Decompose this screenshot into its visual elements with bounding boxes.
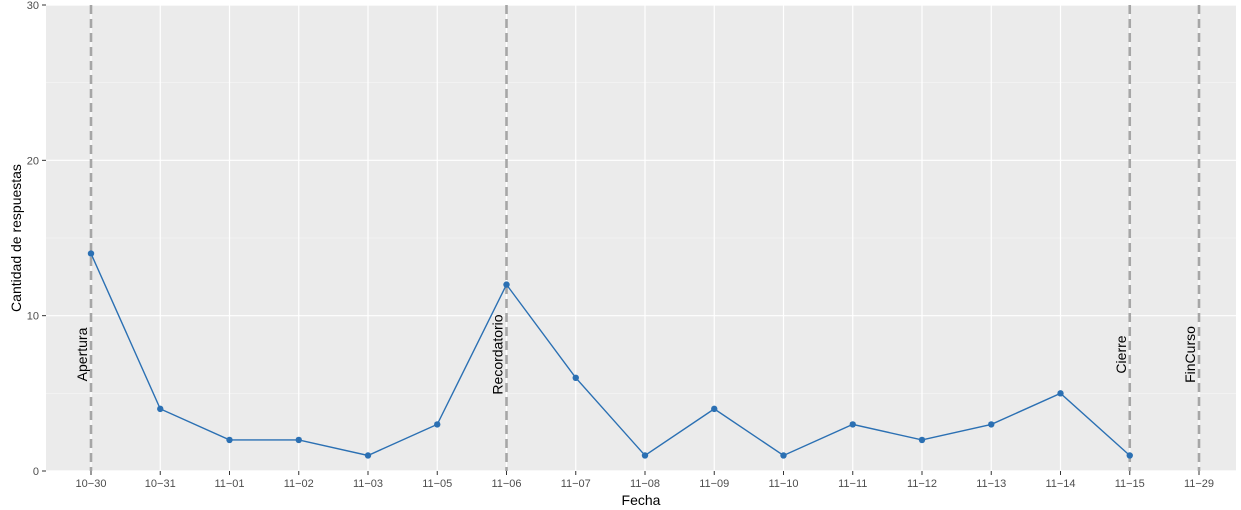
x-tick-label: 11−11	[838, 478, 867, 490]
data-point	[641, 452, 649, 459]
data-point	[711, 405, 718, 413]
event-label: Cierre	[1113, 335, 1129, 373]
event-label: Recordatorio	[490, 314, 506, 394]
x-tick-label: 11−10	[768, 478, 798, 490]
minor-gridlines	[46, 82, 1236, 394]
event-label: FinCurso	[1182, 326, 1198, 383]
data-point	[1126, 452, 1133, 459]
event-lines: Apertura Recordatorio Cierre FinCurso	[74, 5, 1201, 471]
y-axis-title: Cantidad de respuestas	[8, 164, 24, 312]
x-tick-label: 11−29	[1184, 478, 1214, 490]
x-tick-label: 11−12	[907, 478, 937, 490]
x-tick-label: 11−08	[630, 478, 660, 490]
data-point	[503, 281, 510, 288]
y-tick-label: 20	[27, 155, 39, 167]
x-axis: 10−30 10−31 11−01 11−02 11−03 11−05 11−06 11−07…	[76, 471, 1214, 490]
x-tick-label: 11−14	[1045, 478, 1075, 490]
x-tick-label: 11−07	[561, 478, 591, 490]
x-tick-label: 10−30	[76, 478, 107, 490]
data-point	[364, 452, 372, 459]
x-axis-title: Fecha	[622, 492, 661, 508]
data-point	[780, 452, 787, 459]
x-tick-label: 11−05	[422, 478, 452, 490]
data-point	[157, 405, 164, 413]
y-tick-label: 30	[27, 0, 39, 12]
x-tick-label: 11−15	[1115, 478, 1145, 490]
x-tick-label: 10−31	[145, 478, 176, 490]
x-tick-label: 11−06	[491, 478, 521, 490]
data-point	[1057, 390, 1064, 397]
series-responses	[87, 250, 1133, 459]
x-tick-label: 11−09	[699, 478, 729, 490]
x-tick-label: 11−03	[353, 478, 383, 490]
y-tick-label: 10	[27, 311, 39, 323]
data-point	[226, 436, 233, 444]
data-point	[988, 421, 995, 428]
y-tick-label: 0	[33, 466, 39, 478]
x-tick-label: 11−01	[214, 478, 244, 490]
data-point	[572, 374, 579, 381]
data-point	[434, 421, 441, 428]
series-line	[90, 253, 1131, 457]
data-point	[849, 421, 856, 428]
x-tick-label: 11−02	[284, 478, 314, 490]
data-point	[918, 436, 926, 444]
x-tick-label: 11−13	[976, 478, 1006, 490]
data-point	[87, 250, 95, 257]
y-axis: 0 10 20 30	[27, 0, 46, 478]
data-point	[295, 436, 302, 444]
event-label: Apertura	[74, 327, 90, 381]
